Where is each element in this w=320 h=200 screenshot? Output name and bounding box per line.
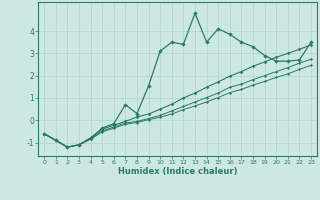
- X-axis label: Humidex (Indice chaleur): Humidex (Indice chaleur): [118, 167, 237, 176]
